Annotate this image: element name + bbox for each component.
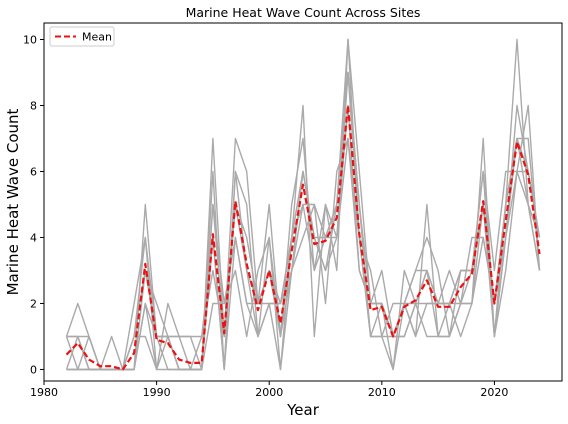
y-tick-label: 0 <box>30 363 37 376</box>
x-axis-label: Year <box>286 401 320 419</box>
legend-box <box>49 26 115 47</box>
x-tick-label: 2000 <box>255 386 283 399</box>
legend: Mean <box>49 26 115 47</box>
mean-series-group <box>65 104 541 371</box>
x-tick-label: 1980 <box>30 386 58 399</box>
y-tick-label: 4 <box>30 231 37 244</box>
y-tick-label: 2 <box>30 297 37 310</box>
y-tick-label: 10 <box>23 33 37 46</box>
plot-area <box>43 22 563 382</box>
mean-series-line <box>65 104 541 371</box>
y-tick-label: 6 <box>30 165 37 178</box>
x-tick-label: 1990 <box>143 386 171 399</box>
y-tick-label: 8 <box>30 99 37 112</box>
y-axis-label: Marine Heat Wave Count <box>4 108 22 295</box>
x-tick-label: 2020 <box>480 386 508 399</box>
chart-title: Marine Heat Wave Count Across Sites <box>186 5 421 20</box>
site-series-line <box>66 38 541 371</box>
x-tick-label: 2010 <box>368 386 396 399</box>
legend-mean-label: Mean <box>82 31 112 44</box>
axis-ticks: 1980 1990 2000 2010 2020 0 2 4 6 8 10 <box>23 33 508 399</box>
